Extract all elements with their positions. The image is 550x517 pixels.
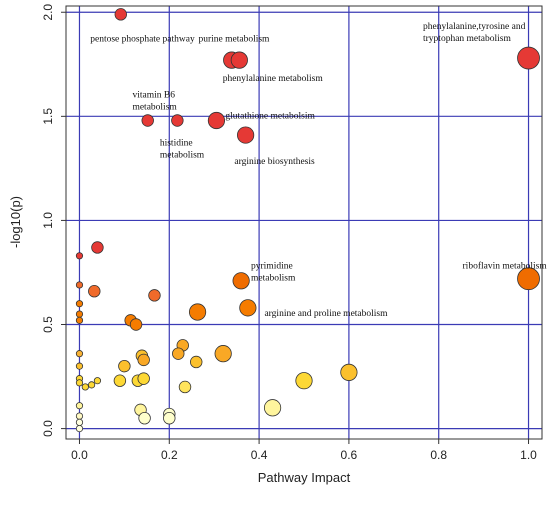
data-point <box>137 353 150 367</box>
data-point <box>214 345 232 363</box>
y-tick-label: 0.5 <box>41 316 55 333</box>
annotation-line: phenylalanine,tyrosine and <box>423 22 526 32</box>
data-point <box>113 374 127 387</box>
data-point <box>75 412 84 420</box>
data-point <box>171 114 184 127</box>
y-tick-label: 1.0 <box>41 212 55 229</box>
data-point <box>237 126 255 144</box>
data-point <box>517 46 540 70</box>
annotation-line: arginine and proline metabolism <box>264 309 388 319</box>
data-point <box>75 316 84 324</box>
annotation-line: histidine <box>160 138 193 148</box>
annotation-label: histidine metabolism <box>160 138 205 160</box>
x-tick-label: 0.0 <box>71 448 88 462</box>
annotation-label: pentose phosphate pathway <box>90 34 195 44</box>
data-point <box>295 372 313 390</box>
annotations: pentose phosphate pathway purine metaboli… <box>90 22 547 319</box>
data-point <box>172 347 185 360</box>
x-tick-label: 0.8 <box>430 448 447 462</box>
data-point <box>163 411 176 425</box>
y-axis-title: -log10(p) <box>8 196 23 248</box>
annotation-line: phenylalanine metabolism <box>223 74 324 84</box>
data-point <box>75 424 84 433</box>
data-point <box>232 272 250 290</box>
y-tick-label: 2.0 <box>41 4 55 21</box>
data-point <box>75 350 84 358</box>
annotation-line: tryptophan metabolism <box>423 34 511 44</box>
data-point <box>207 111 226 130</box>
data-point <box>141 114 154 127</box>
data-point <box>75 281 84 289</box>
data-point <box>81 383 89 391</box>
annotation-line: purine metabolism <box>198 34 270 44</box>
y-tick-labels: 0.0 0.5 1.0 1.5 2.0 <box>41 4 66 437</box>
data-point <box>138 411 151 425</box>
annotation-label: glutathione metabolsim <box>225 111 315 121</box>
data-point <box>137 372 150 385</box>
annotation-label: pyrimidine metabolism <box>251 261 296 283</box>
annotation-line: pentose phosphate pathway <box>90 34 195 44</box>
data-point <box>148 289 161 302</box>
data-point <box>340 363 358 381</box>
x-tick-label: 0.6 <box>341 448 358 462</box>
data-point <box>75 300 84 308</box>
data-point <box>114 8 127 21</box>
x-axis-title: Pathway Impact <box>258 470 351 485</box>
annotation-label: arginine and proline metabolism <box>264 309 388 319</box>
annotation-label: phenylalanine metabolism <box>223 74 324 84</box>
data-point <box>190 355 203 369</box>
data-point <box>93 377 102 385</box>
y-tick-label: 0.0 <box>41 420 55 437</box>
data-point <box>75 402 84 410</box>
data-point <box>75 379 84 387</box>
y-tick-label: 1.5 <box>41 108 55 125</box>
annotation-label: arginine biosynthesis <box>234 157 315 167</box>
data-points <box>75 8 540 433</box>
plot-frame <box>65 5 543 440</box>
x-tick-label: 0.2 <box>161 448 178 462</box>
x-tick-label: 1.0 <box>520 448 537 462</box>
annotation-label: vitamin B6 metabolism <box>132 91 177 113</box>
data-point <box>188 303 207 321</box>
annotation-label: riboflavin metabolism <box>463 260 548 271</box>
annotation-line: glutathione metabolsim <box>225 111 315 121</box>
annotation-line: pyrimidine <box>251 261 293 271</box>
annotation-line: metabolism <box>251 273 296 283</box>
annotation-label: phenylalanine,tyrosine and tryptophan met… <box>423 22 526 44</box>
x-tick-labels: 0.0 0.2 0.4 0.6 0.8 1.0 <box>71 439 537 462</box>
data-point <box>75 362 84 370</box>
data-point <box>129 318 143 331</box>
data-point <box>178 380 192 394</box>
data-point <box>91 241 104 254</box>
data-point <box>263 399 282 417</box>
annotation-line: metabolism <box>160 150 205 160</box>
data-point <box>87 381 96 389</box>
x-tick-label: 0.4 <box>251 448 268 462</box>
annotation-line: metabolism <box>132 103 177 113</box>
data-point <box>88 284 101 298</box>
grid <box>66 6 542 439</box>
annotation-line: arginine biosynthesis <box>234 157 315 167</box>
data-point <box>75 418 84 426</box>
data-point <box>75 252 84 260</box>
data-point <box>230 51 248 69</box>
annotation-label: purine metabolism <box>198 34 270 44</box>
annotation-line: riboflavin metabolism <box>463 260 548 271</box>
data-point <box>75 310 84 318</box>
data-point <box>517 267 540 291</box>
annotation-line: vitamin B6 <box>132 91 175 101</box>
data-point <box>118 359 131 373</box>
data-point <box>239 299 257 317</box>
